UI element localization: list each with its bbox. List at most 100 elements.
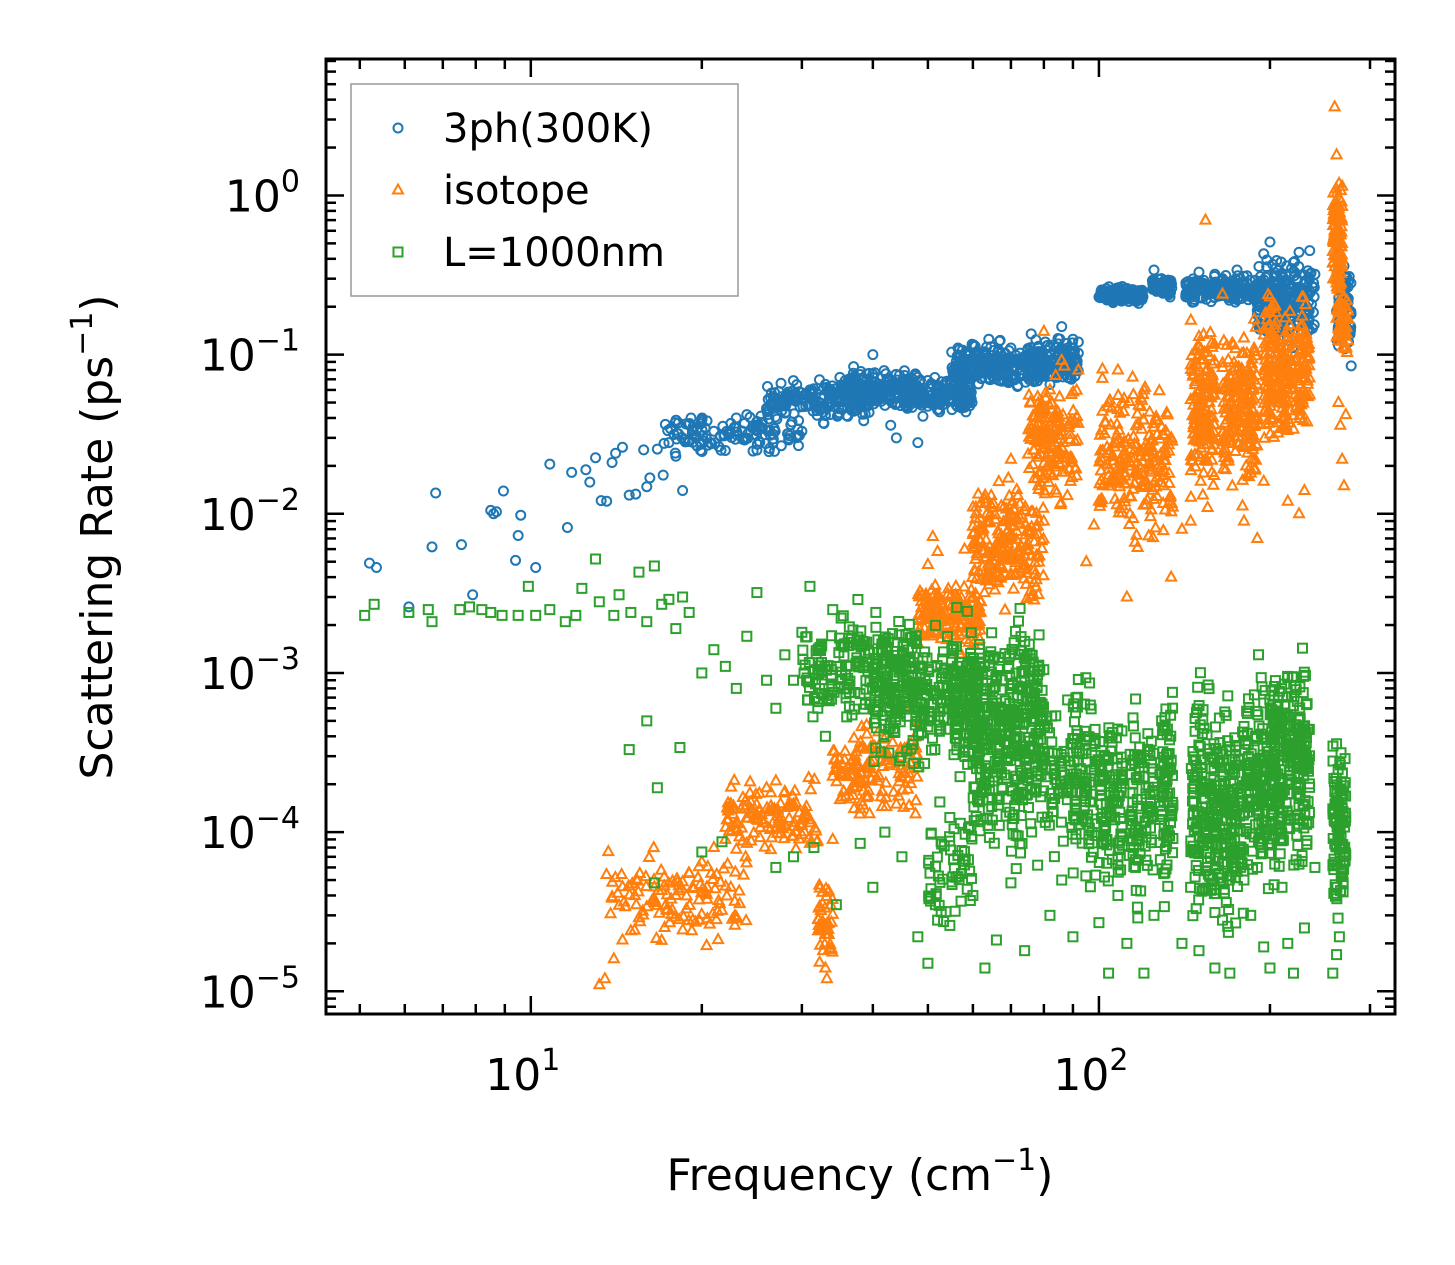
triangle-point	[1221, 376, 1235, 389]
triangle-point	[1045, 467, 1059, 480]
circle-point	[762, 425, 774, 437]
triangle-point	[1095, 370, 1110, 383]
triangle-point	[599, 866, 614, 880]
triangle-point	[603, 906, 618, 919]
triangle-point	[954, 612, 969, 625]
triangle-point	[957, 541, 972, 554]
triangle-point	[629, 871, 644, 884]
triangle-point	[1055, 352, 1069, 365]
triangle-point	[833, 792, 847, 805]
circle-point	[827, 386, 839, 398]
square-point	[870, 621, 882, 633]
triangle-point	[1278, 415, 1292, 428]
triangle-point	[1070, 432, 1085, 445]
triangle-point	[1335, 310, 1349, 323]
square-point	[926, 711, 938, 723]
triangle-point	[621, 878, 636, 891]
triangle-point	[647, 840, 661, 853]
triangle-point	[639, 879, 653, 892]
triangle-point	[1108, 435, 1123, 448]
triangle-point	[1337, 478, 1351, 491]
triangle-point	[598, 971, 612, 984]
triangle-point	[1327, 205, 1342, 218]
triangle-point	[654, 932, 669, 945]
square-point	[906, 671, 918, 683]
triangle-point	[738, 849, 753, 862]
circle-point	[834, 371, 846, 383]
circle-point	[983, 333, 995, 345]
square-point	[1066, 821, 1078, 833]
triangle-point	[826, 831, 840, 844]
triangle-point	[1024, 421, 1038, 434]
triangle-point	[1023, 583, 1037, 596]
circle-point	[1116, 294, 1128, 306]
triangle-point	[1188, 376, 1202, 390]
circle-point	[975, 372, 987, 384]
circle-point	[1271, 269, 1283, 281]
triangle-point	[1054, 495, 1068, 508]
square-point	[969, 721, 981, 733]
triangle-point	[704, 865, 718, 878]
triangle-point	[1231, 437, 1246, 450]
triangle-point	[874, 789, 888, 802]
square-point	[941, 631, 953, 643]
square-point	[982, 819, 994, 831]
circle-point	[657, 469, 669, 481]
square-point	[915, 711, 927, 723]
square-point	[965, 705, 977, 717]
circle-point	[996, 359, 1008, 371]
circle-point	[659, 418, 671, 430]
square-point	[929, 619, 941, 631]
triangle-point	[1199, 451, 1213, 464]
triangle-point	[1300, 373, 1315, 386]
triangle-point	[919, 589, 933, 602]
circle-point	[1293, 246, 1305, 258]
triangle-point	[1147, 419, 1161, 432]
square-point	[967, 757, 979, 769]
square-point	[954, 771, 966, 783]
circle-point	[1032, 369, 1044, 381]
triangle-point	[700, 911, 714, 924]
circle-point	[1224, 277, 1236, 289]
circle-point	[812, 401, 824, 413]
circle-point	[1100, 283, 1112, 295]
triangle-point	[866, 753, 881, 766]
triangle-point	[1126, 510, 1140, 523]
triangle-point	[1275, 400, 1289, 413]
triangle-point	[1221, 352, 1235, 365]
square-point	[880, 664, 892, 676]
triangle-point	[1065, 470, 1079, 483]
square-point	[986, 675, 998, 687]
circle-point	[867, 349, 879, 361]
triangle-point	[1031, 432, 1045, 445]
triangle-point	[815, 896, 830, 909]
triangle-point	[629, 897, 643, 910]
square-point	[1012, 712, 1024, 724]
circle-point	[1127, 284, 1139, 296]
triangle-point	[732, 883, 746, 896]
triangle-point	[846, 780, 861, 793]
triangle-point	[1039, 433, 1053, 446]
square-point	[1055, 816, 1067, 828]
square-point	[1007, 679, 1019, 691]
square-point	[868, 755, 880, 767]
triangle-point	[886, 784, 901, 797]
triangle-point	[824, 897, 838, 910]
triangle-point	[1116, 404, 1131, 417]
circle-point	[512, 530, 524, 542]
triangle-point	[1223, 409, 1238, 422]
triangle-point	[1284, 375, 1298, 388]
triangle-point	[1004, 451, 1018, 464]
triangle-point	[1066, 403, 1080, 416]
triangle-point	[682, 865, 696, 878]
circle-point	[566, 466, 578, 478]
triangle-point	[645, 893, 659, 906]
triangle-point	[1070, 408, 1084, 421]
square-point	[852, 593, 864, 605]
triangle-point	[1027, 592, 1041, 605]
square-point	[880, 670, 892, 682]
circle-point	[1307, 306, 1319, 318]
triangle-point	[995, 559, 1009, 572]
circle-point	[1061, 342, 1073, 354]
triangle-point	[1156, 478, 1171, 491]
